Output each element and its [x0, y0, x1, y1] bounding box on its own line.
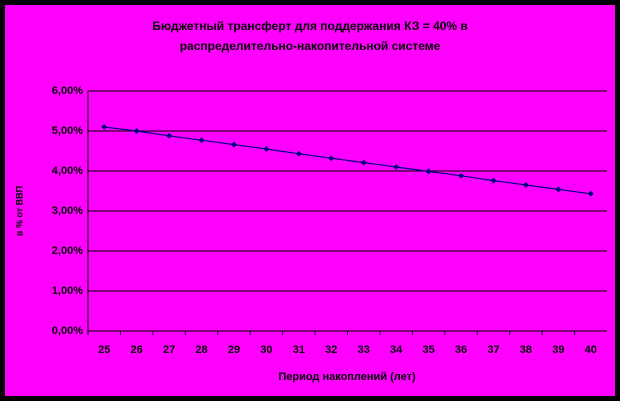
- data-point: [587, 190, 594, 197]
- data-point: [490, 177, 497, 184]
- data-point: [458, 172, 465, 179]
- x-tick-label: 29: [228, 344, 240, 356]
- chart-title: распределительно-накопительной системе: [180, 39, 441, 53]
- x-tick-label: 33: [358, 344, 370, 356]
- y-tick-label: 2,00%: [52, 245, 83, 257]
- x-tick-label: 31: [293, 344, 305, 356]
- data-point: [133, 128, 140, 134]
- y-tick-label: 1,00%: [52, 285, 83, 297]
- data-point: [555, 186, 562, 193]
- y-tick-label: 4,00%: [52, 165, 83, 177]
- x-tick-label: 37: [487, 344, 499, 356]
- x-tick-label: 39: [552, 344, 564, 356]
- data-point: [328, 155, 335, 162]
- data-line: [104, 126, 591, 195]
- data-point: [360, 159, 367, 166]
- data-point: [101, 124, 108, 130]
- x-tick-label: 26: [131, 344, 143, 356]
- data-point: [230, 141, 237, 148]
- y-tick-label: 5,00%: [52, 125, 83, 137]
- y-axis-label: в % от ВВП: [14, 186, 24, 236]
- x-tick-label: 32: [325, 344, 337, 356]
- x-tick-label: 27: [163, 344, 175, 356]
- x-tick-label: 25: [98, 344, 110, 356]
- data-point: [166, 132, 173, 139]
- data-point: [393, 164, 400, 170]
- data-point: [522, 182, 529, 188]
- x-tick-label: 40: [585, 344, 597, 356]
- x-tick-label: 30: [260, 344, 272, 356]
- x-axis-label: Период накоплений (лет): [278, 371, 416, 383]
- x-tick-label: 38: [520, 344, 532, 356]
- x-tick-label: 36: [455, 344, 467, 356]
- data-point: [295, 150, 302, 157]
- y-tick-label: 0,00%: [52, 325, 83, 337]
- data-point: [198, 137, 205, 144]
- x-tick-label: 28: [195, 344, 207, 356]
- chart-background: [5, 5, 615, 396]
- data-point: [263, 146, 270, 152]
- data-point: [425, 168, 432, 175]
- x-tick-label: 35: [422, 344, 434, 356]
- x-tick-label: 34: [390, 344, 403, 356]
- y-tick-label: 6,00%: [52, 85, 83, 97]
- y-tick-label: 3,00%: [52, 205, 83, 217]
- chart-title: Бюджетный трансферт для поддержания КЗ =…: [152, 19, 468, 33]
